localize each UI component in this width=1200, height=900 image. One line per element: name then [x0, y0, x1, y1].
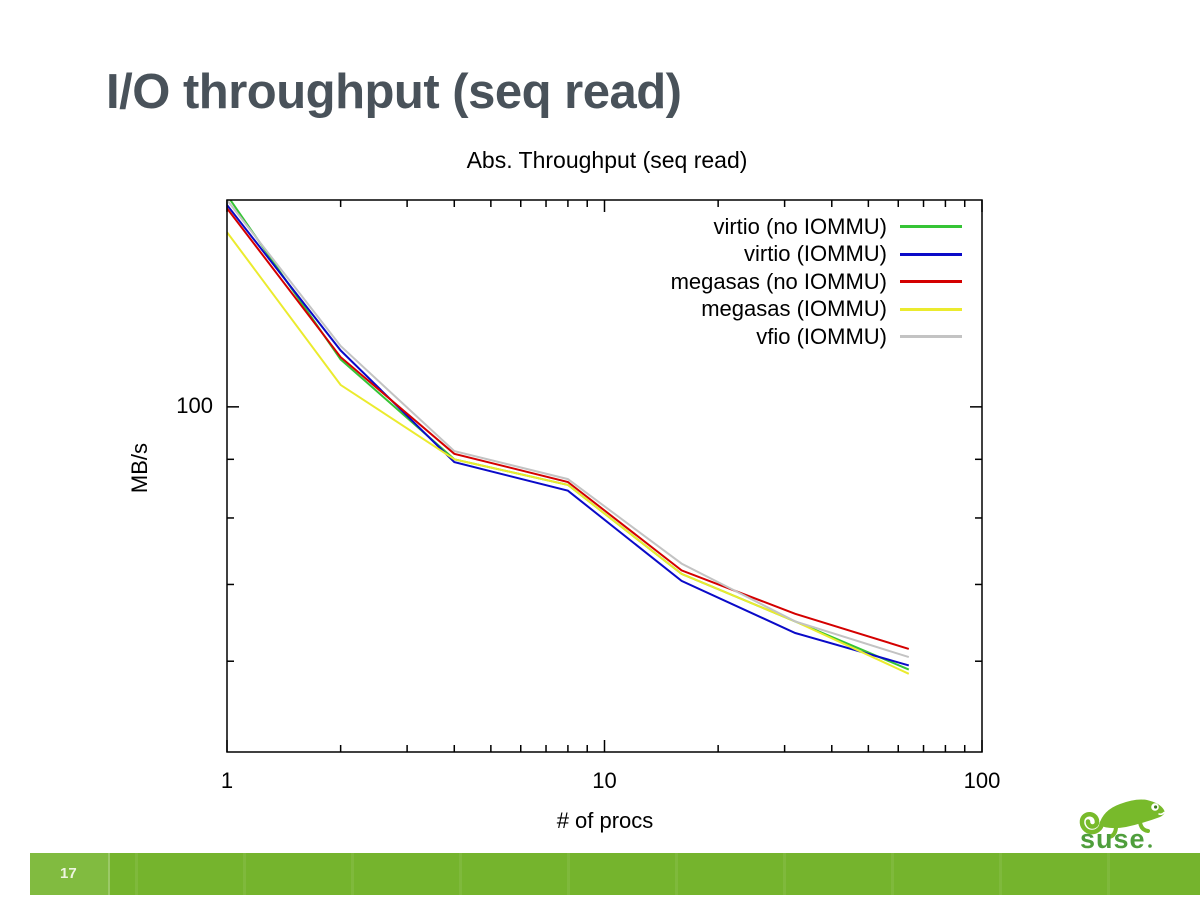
footer-bar: 17 [30, 853, 1200, 895]
suse-wordmark: suse [1080, 824, 1146, 854]
legend-line-swatch [900, 280, 962, 284]
legend-line-swatch [900, 225, 962, 229]
x-tick-label: 100 [963, 768, 1001, 793]
legend-label: megasas (IOMMU) [701, 296, 887, 322]
legend-row: virtio (no IOMMU) [671, 213, 962, 241]
suse-logo: suse [1072, 776, 1176, 854]
series-line [227, 204, 910, 667]
chart-legend: virtio (no IOMMU) virtio (IOMMU) megasas (… [671, 213, 962, 351]
slide-title: I/O throughput (seq read) [106, 65, 682, 119]
legend-row: megasas (IOMMU) [671, 296, 962, 324]
legend-line-swatch [900, 252, 962, 256]
legend-line-swatch [900, 335, 962, 339]
legend-line-swatch [900, 307, 962, 311]
x-tick-label: 1 [220, 768, 234, 793]
legend-row: virtio (IOMMU) [671, 241, 962, 269]
page-number: 17 [60, 865, 77, 882]
legend-label: virtio (no IOMMU) [713, 213, 887, 239]
legend-row: megasas (no IOMMU) [671, 268, 962, 296]
chart-title: Abs. Throughput (seq read) [466, 147, 748, 173]
legend-row: vfio (IOMMU) [671, 323, 962, 351]
y-tick-label: 100 [176, 392, 213, 418]
series-line [227, 207, 910, 650]
x-tick-label: 10 [592, 768, 617, 793]
suse-chameleon-icon: suse [1079, 799, 1165, 854]
x-axis-label: # of procs [556, 808, 654, 833]
legend-label: megasas (no IOMMU) [670, 268, 887, 294]
footer-divider [108, 853, 110, 895]
series-line [227, 200, 910, 659]
legend-label: vfio (IOMMU) [756, 323, 887, 349]
legend-label: virtio (IOMMU) [744, 241, 887, 267]
